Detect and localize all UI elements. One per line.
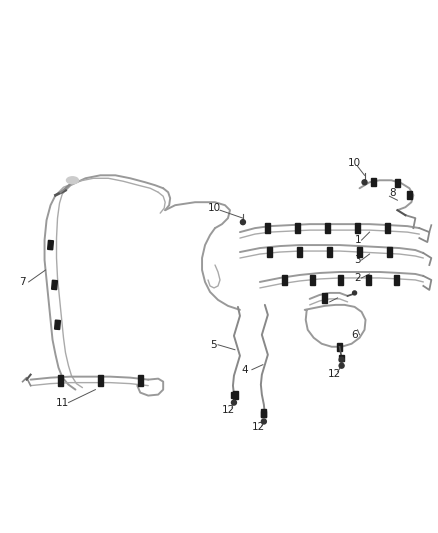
Text: 10: 10 <box>348 158 361 168</box>
Text: 10: 10 <box>208 203 221 213</box>
Text: 1: 1 <box>355 235 361 245</box>
Bar <box>337 343 342 351</box>
Circle shape <box>231 400 237 405</box>
Bar <box>357 247 362 257</box>
Bar <box>98 375 103 386</box>
Bar <box>325 223 330 233</box>
Bar <box>58 375 63 386</box>
Text: 8: 8 <box>389 188 396 198</box>
Bar <box>55 320 60 329</box>
Bar <box>231 392 237 398</box>
Bar <box>265 223 270 233</box>
Circle shape <box>353 291 357 295</box>
Text: 6: 6 <box>352 330 358 340</box>
Circle shape <box>362 180 367 185</box>
Bar <box>366 275 371 285</box>
Text: 5: 5 <box>210 340 217 350</box>
Circle shape <box>240 220 245 224</box>
Text: 11: 11 <box>56 398 69 408</box>
Bar <box>355 223 360 233</box>
Bar <box>297 247 302 257</box>
Bar <box>310 275 315 285</box>
Bar <box>371 178 376 186</box>
Text: 4: 4 <box>242 365 248 375</box>
Bar <box>385 223 390 233</box>
Text: 12: 12 <box>252 423 265 432</box>
Circle shape <box>339 357 344 362</box>
Bar <box>338 275 343 285</box>
Bar <box>395 179 400 187</box>
Ellipse shape <box>67 177 78 184</box>
Bar <box>387 247 392 257</box>
Bar <box>407 191 412 199</box>
Text: 7: 7 <box>19 277 25 287</box>
Bar <box>339 355 344 361</box>
Circle shape <box>339 363 344 368</box>
Bar <box>295 223 300 233</box>
Bar <box>327 247 332 257</box>
Bar <box>261 409 266 416</box>
Bar <box>322 293 327 303</box>
Bar <box>48 240 53 250</box>
Bar <box>267 247 272 257</box>
Bar <box>233 391 238 399</box>
Text: 12: 12 <box>222 405 235 415</box>
Text: 12: 12 <box>328 369 341 378</box>
Circle shape <box>261 419 266 424</box>
Bar <box>138 375 143 386</box>
Bar <box>52 280 57 289</box>
Text: 9: 9 <box>321 295 328 305</box>
Bar <box>261 410 266 416</box>
Bar <box>394 275 399 285</box>
Text: 3: 3 <box>355 255 361 265</box>
Text: 2: 2 <box>355 273 361 283</box>
Bar <box>283 275 287 285</box>
